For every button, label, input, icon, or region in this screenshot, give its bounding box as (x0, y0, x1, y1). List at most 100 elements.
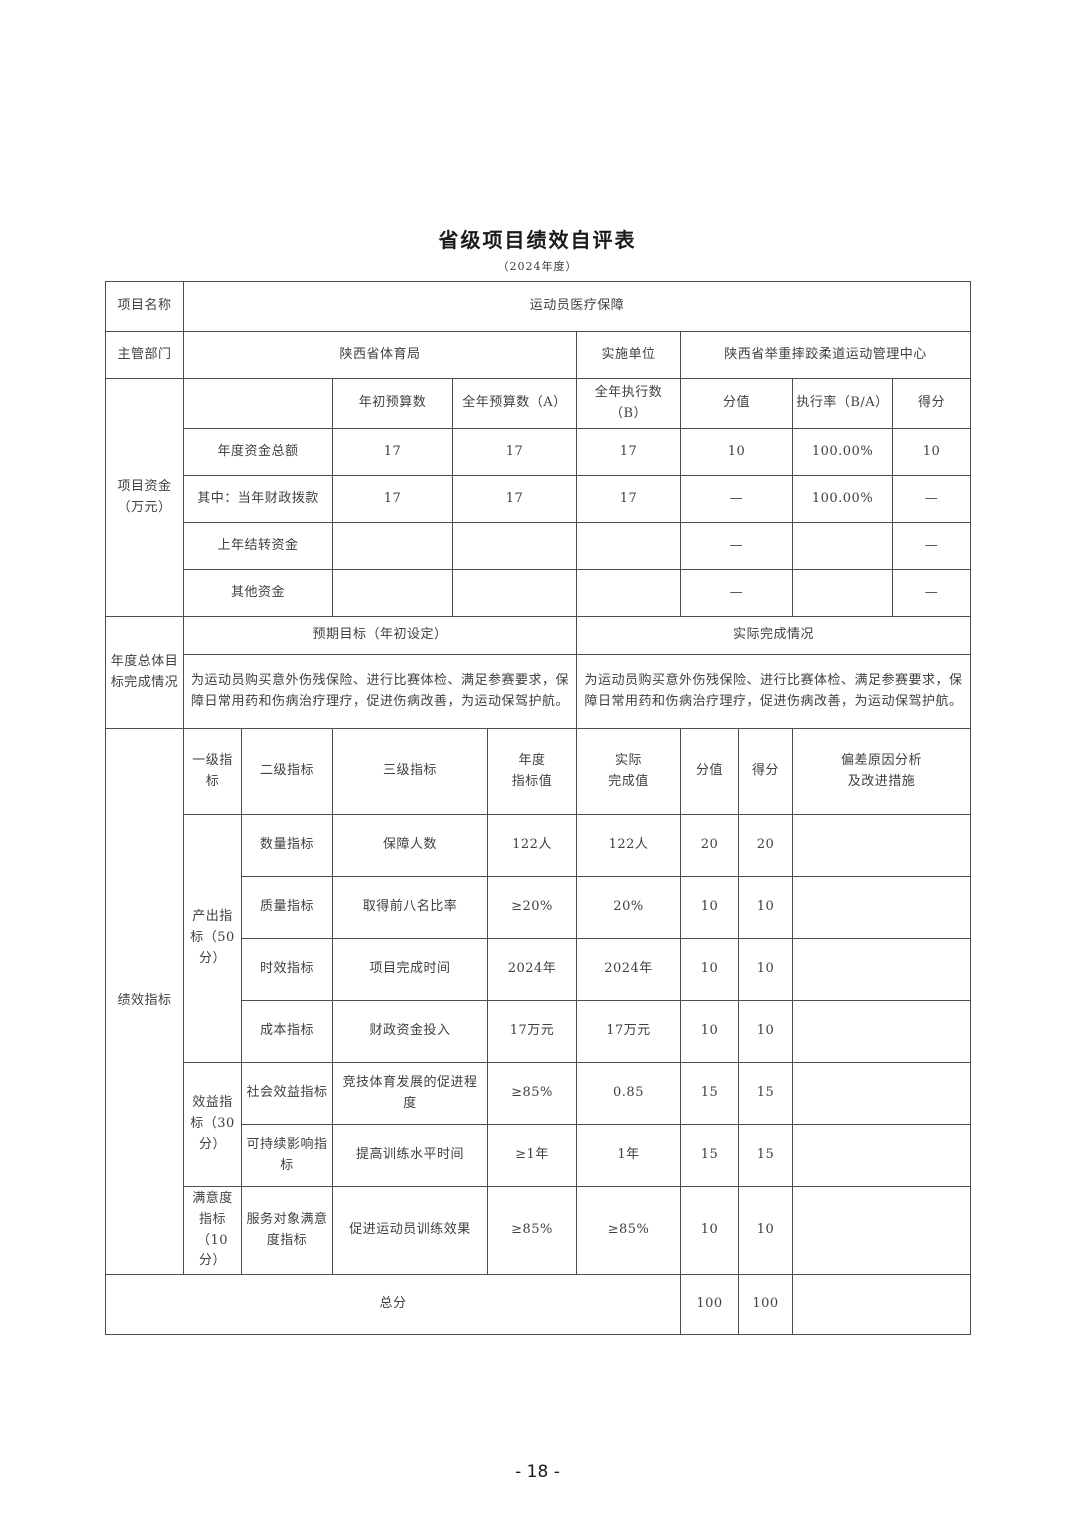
indicator-deviation (791, 938, 972, 1001)
indicator-deviation (791, 1185, 972, 1276)
funding-row-label: 年度资金总额 (183, 428, 333, 476)
indicator-score: 20 (738, 814, 793, 877)
indicator-actual: 2024年 (576, 938, 681, 1001)
table-row: 项目名称 运动员医疗保障 (105, 281, 972, 332)
funding-row-carryover: 上年结转资金 — — (106, 522, 972, 570)
header-level2: 二级指标 (241, 728, 333, 815)
indicator-tertiary: 提高训练水平时间 (332, 1124, 488, 1187)
indicator-actual: 20% (576, 876, 681, 939)
impl-unit-value: 陕西省举重摔跤柔道运动管理中心 (679, 331, 972, 379)
header-points: 分值 (680, 728, 739, 815)
indicator-row: 满意度指标（10分） 服务对象满意度指标 促进运动员训练效果 ≥85% ≥85%… (106, 1185, 972, 1276)
project-name-value: 运动员医疗保障 (182, 281, 972, 332)
funding-executed (576, 569, 681, 617)
indicator-actual: 17万元 (576, 1000, 681, 1063)
funding-score: 10 (891, 428, 972, 476)
indicator-row: 质量指标 取得前八名比率 ≥20% 20% 10 10 (106, 876, 972, 939)
indicator-score: 15 (738, 1124, 793, 1187)
funding-header-rate: 执行率（B/A） (792, 378, 893, 429)
indicator-actual: 0.85 (576, 1062, 681, 1125)
indicator-deviation (791, 814, 972, 877)
goal-actual-header: 实际完成情况 (575, 616, 972, 655)
header-target: 年度 指标值 (487, 728, 577, 815)
indicator-points: 10 (680, 1185, 739, 1276)
funding-annual (452, 569, 577, 617)
goal-header-row: 年度总体目 标完成情况 预期目标（年初设定） 实际完成情况 (105, 616, 972, 729)
goal-expected-header: 预期目标（年初设定） (183, 616, 577, 655)
indicator-points: 10 (680, 876, 739, 939)
goal-expected-text: 为运动员购买意外伤残保险、进行比赛体检、满足参赛要求，保障日常用药和伤病治疗理疗… (183, 654, 577, 729)
funding-header-annual: 全年预算数（A） (452, 378, 577, 429)
total-deviation (791, 1274, 972, 1336)
funding-executed: 17 (576, 475, 681, 523)
indicator-secondary: 服务对象满意度指标 (241, 1185, 333, 1276)
funding-rate: 100.00% (792, 428, 893, 476)
dept-value: 陕西省体育局 (183, 331, 577, 379)
indicator-secondary: 质量指标 (241, 876, 333, 939)
funding-header-points: 分值 (680, 378, 793, 429)
indicator-deviation (791, 1062, 972, 1125)
indicator-tertiary: 促进运动员训练效果 (332, 1185, 488, 1276)
project-name-label: 项目名称 (105, 281, 184, 332)
indicator-actual: 1年 (576, 1124, 681, 1187)
indicator-tertiary: 保障人数 (332, 814, 488, 877)
funding-row-other: 其他资金 — — (106, 569, 972, 617)
funding-score: — (891, 522, 972, 570)
funding-points: 10 (680, 428, 793, 476)
funding-header-initial: 年初预算数 (332, 378, 453, 429)
funding-row-fiscal: 其中：当年财政拨款 17 17 17 — 100.00% — (106, 475, 972, 523)
group-benefit-label: 效益指标（30分） (183, 1062, 242, 1187)
indicator-score: 15 (738, 1062, 793, 1125)
indicator-target: ≥85% (487, 1185, 577, 1276)
funding-annual (452, 522, 577, 570)
total-row: 总分 100 100 (105, 1274, 972, 1336)
dept-label: 主管部门 (105, 331, 184, 379)
indicator-score: 10 (738, 1000, 793, 1063)
total-label: 总分 (105, 1274, 681, 1336)
indicator-secondary: 数量指标 (241, 814, 333, 877)
indicator-target: 122人 (487, 814, 577, 877)
goal-actual-text: 为运动员购买意外伤残保险、进行比赛体检、满足参赛要求，保障日常用药和伤病治疗理疗… (575, 654, 972, 729)
indicator-secondary: 社会效益指标 (241, 1062, 333, 1125)
indicator-score: 10 (738, 1185, 793, 1276)
indicator-actual: 122人 (576, 814, 681, 877)
header-level3: 三级指标 (332, 728, 488, 815)
indicator-target: ≥1年 (487, 1124, 577, 1187)
indicator-row: 产出指标（50分） 数量指标 保障人数 122人 122人 20 20 (106, 814, 972, 1063)
indicator-section-label: 绩效指标 (105, 727, 184, 1276)
indicator-row: 成本指标 财政资金投入 17万元 17万元 10 10 (106, 1000, 972, 1063)
funding-initial: 17 (332, 475, 453, 523)
indicator-target: ≥85% (487, 1062, 577, 1125)
header-level1: 一级指标 (183, 728, 242, 815)
indicator-secondary: 时效指标 (241, 938, 333, 1001)
indicator-tertiary: 竞技体育发展的促进程度 (332, 1062, 488, 1125)
total-points: 100 (680, 1274, 739, 1336)
funding-row-total: 年度资金总额 17 17 17 10 100.00% 10 (106, 428, 972, 476)
indicator-secondary: 可持续影响指标 (241, 1124, 333, 1187)
self-evaluation-table: 项目名称 运动员医疗保障 主管部门 陕西省体育局 实施单位 陕西省举重摔跤柔道运… (105, 281, 972, 1336)
goal-text-row: 为运动员购买意外伤残保险、进行比赛体检、满足参赛要求，保障日常用药和伤病治疗理疗… (106, 654, 972, 729)
goal-section-label: 年度总体目 标完成情况 (105, 616, 184, 729)
indicator-points: 15 (680, 1124, 739, 1187)
funding-blank-header (183, 378, 333, 429)
funding-section-label: 项目资金 （万元） (105, 378, 184, 617)
funding-points: — (680, 569, 793, 617)
funding-initial: 17 (332, 428, 453, 476)
funding-rate: 100.00% (792, 475, 893, 523)
funding-row-label: 其中：当年财政拨款 (183, 475, 333, 523)
indicator-tertiary: 取得前八名比率 (332, 876, 488, 939)
indicator-score: 10 (738, 938, 793, 1001)
indicator-points: 15 (680, 1062, 739, 1125)
funding-initial (332, 522, 453, 570)
funding-rate (792, 522, 893, 570)
funding-executed (576, 522, 681, 570)
indicator-row: 时效指标 项目完成时间 2024年 2024年 10 10 (106, 938, 972, 1001)
funding-score: — (891, 475, 972, 523)
indicator-tertiary: 项目完成时间 (332, 938, 488, 1001)
table-row: 主管部门 陕西省体育局 实施单位 陕西省举重摔跤柔道运动管理中心 (105, 331, 972, 379)
funding-header-executed: 全年执行数（B） (576, 378, 681, 429)
funding-header-score: 得分 (891, 378, 972, 429)
funding-points: — (680, 522, 793, 570)
total-score: 100 (738, 1274, 793, 1336)
funding-annual: 17 (452, 475, 577, 523)
